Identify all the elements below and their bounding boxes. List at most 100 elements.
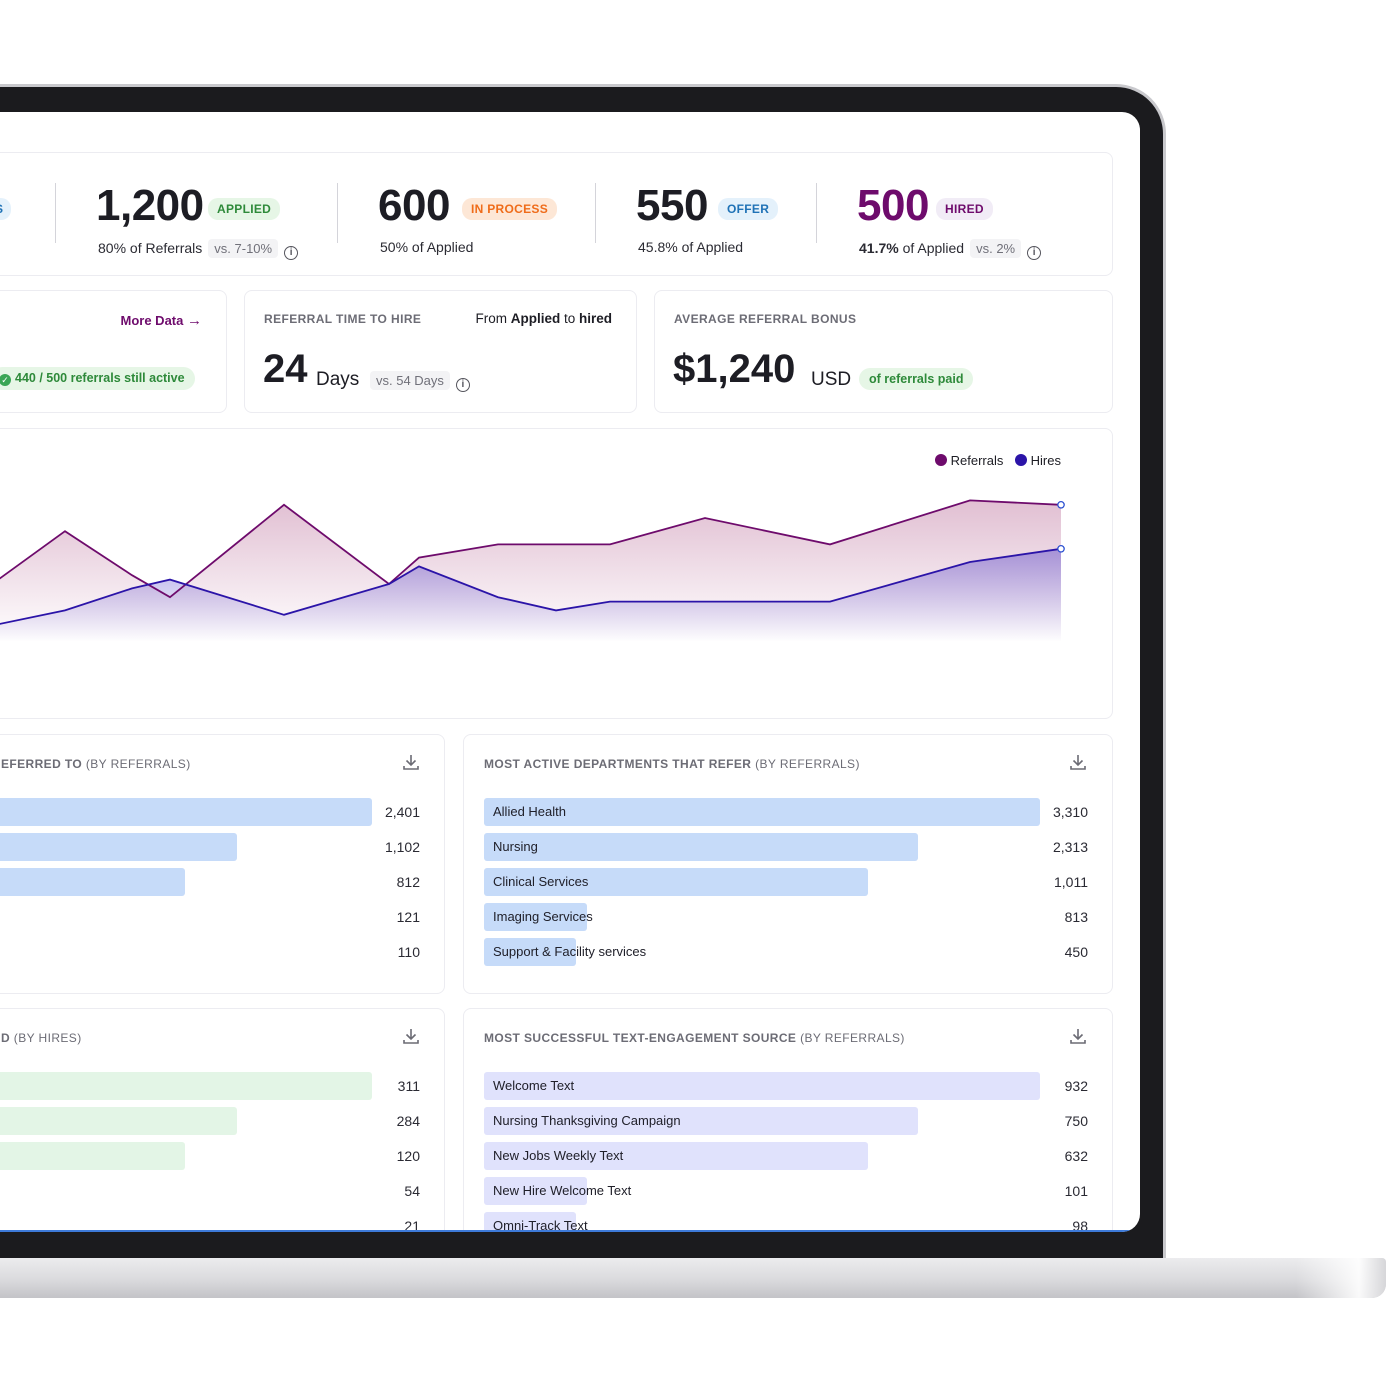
bar-label: New Jobs Weekly Text bbox=[493, 1148, 624, 1163]
info-icon[interactable]: i bbox=[284, 246, 299, 260]
bar-value: 121 bbox=[396, 909, 420, 925]
stat-value: 500 bbox=[857, 181, 929, 230]
panel-title-main: MOST ACTIVE DEPARTMENTS THAT REFER bbox=[484, 757, 752, 771]
stat-percent: 41.7% bbox=[859, 240, 899, 256]
comparison-chip: vs. 2% bbox=[970, 239, 1022, 258]
bonus-unit: USD bbox=[811, 369, 852, 390]
download-icon[interactable] bbox=[1068, 1026, 1088, 1046]
departments-panel: MOST ACTIVE DEPARTMENTS THAT REFER (BY R… bbox=[463, 734, 1113, 994]
panel-title-qualifier: (BY REFERRALS) bbox=[82, 757, 191, 771]
more-data-link[interactable]: More Data → bbox=[121, 312, 202, 329]
bar bbox=[484, 1177, 587, 1205]
bar-value: 3,310 bbox=[1052, 804, 1088, 820]
bar-value: 2,401 bbox=[384, 804, 420, 820]
stat-value: 550 bbox=[636, 181, 708, 230]
download-icon[interactable] bbox=[401, 752, 421, 772]
range-mid: to bbox=[560, 311, 579, 326]
bar bbox=[0, 1107, 237, 1135]
referrals-active-card: More Data → ✓ 440 / 500 referrals still a… bbox=[0, 290, 227, 413]
bar-label: Nursing Thanksgiving Campaign bbox=[493, 1113, 681, 1128]
bar-value: 450 bbox=[1064, 944, 1088, 960]
bar-label: Omni-Track Text bbox=[493, 1218, 588, 1232]
info-icon[interactable]: i bbox=[1027, 246, 1042, 260]
trend-chart-card bbox=[0, 428, 1113, 719]
status-badge: HIRED bbox=[936, 198, 993, 220]
legend-hires[interactable]: Hires bbox=[1030, 453, 1061, 468]
comparison-text: vs. 54 Days bbox=[370, 371, 450, 390]
bar bbox=[484, 938, 576, 966]
bonus-value: $1,240 bbox=[673, 347, 796, 391]
referred-to-panel: EFERRED TO (BY REFERRALS) 2,401 1,102 812 1… bbox=[0, 734, 445, 994]
referral-bonus-card: AVERAGE REFERRAL BONUS $1,240 USD of ref… bbox=[654, 290, 1113, 413]
dashboard-screen: S 1,200 APPLIED 80% of Referrals vs. 7-10… bbox=[0, 112, 1140, 1232]
download-icon[interactable] bbox=[1068, 752, 1088, 772]
bar bbox=[484, 1142, 868, 1170]
bar-value: 2,313 bbox=[1052, 839, 1088, 855]
time-to-hire-card: REFERRAL TIME TO HIRE From Applied to hi… bbox=[244, 290, 637, 413]
stat-subtext-label: 80% of Referrals bbox=[98, 240, 203, 256]
bar bbox=[484, 1212, 576, 1232]
bar-label: Support & Facility services bbox=[493, 944, 647, 959]
stat-subtext: 45.8% of Applied bbox=[638, 239, 744, 255]
bar bbox=[484, 1107, 918, 1135]
bar-label: Allied Health bbox=[493, 804, 566, 819]
bar bbox=[484, 1072, 1040, 1100]
active-referrals-badge: ✓ 440 / 500 referrals still active bbox=[0, 367, 195, 390]
bar bbox=[0, 798, 372, 826]
bonus-badge: of referrals paid bbox=[859, 368, 974, 390]
bar-value: 750 bbox=[1064, 1113, 1088, 1129]
comparison-chip: vs. 7-10% bbox=[208, 239, 279, 258]
panel-title-qualifier: (BY REFERRALS) bbox=[751, 757, 860, 771]
range-start: Applied bbox=[510, 311, 561, 326]
funnel-stats-card: S 1,200 APPLIED 80% of Referrals vs. 7-10… bbox=[0, 152, 1113, 276]
legend-referrals[interactable]: Referrals bbox=[950, 453, 1004, 468]
bar-value: 101 bbox=[1064, 1183, 1088, 1199]
download-icon[interactable] bbox=[401, 1026, 421, 1046]
bar-value: 21 bbox=[404, 1218, 420, 1232]
status-badge: IN PROCESS bbox=[462, 198, 558, 220]
bar bbox=[0, 868, 185, 896]
text-sources-panel: MOST SUCCESSFUL TEXT-ENGAGEMENT SOURCE (… bbox=[463, 1008, 1113, 1232]
bar-label: Imaging Services bbox=[493, 909, 593, 924]
panel-title: MOST ACTIVE DEPARTMENTS THAT REFER (BY R… bbox=[484, 757, 860, 771]
panel-title-main: MOST SUCCESSFUL TEXT-ENGAGEMENT SOURCE bbox=[484, 1031, 797, 1045]
divider bbox=[337, 183, 338, 243]
bar-value: 932 bbox=[1064, 1078, 1088, 1094]
status-badge: OFFER bbox=[718, 198, 779, 220]
bar-value: 632 bbox=[1064, 1148, 1088, 1164]
more-data-label: More Data bbox=[120, 313, 184, 328]
bar-value: 1,102 bbox=[384, 839, 420, 855]
legend-hires-dot bbox=[1015, 454, 1027, 466]
bar bbox=[484, 903, 587, 931]
bar-label: Nursing bbox=[493, 839, 538, 854]
check-circle-icon: ✓ bbox=[0, 374, 11, 386]
panel-title-main: D bbox=[1, 1031, 11, 1045]
panel-title: EFERRED TO (BY REFERRALS) bbox=[1, 757, 191, 771]
bar-value: 812 bbox=[396, 874, 420, 890]
bar-value: 311 bbox=[397, 1078, 420, 1094]
panel-title-qualifier: (BY REFERRALS) bbox=[796, 1031, 905, 1045]
status-badge: APPLIED bbox=[208, 198, 281, 220]
panel-title-qualifier: (BY HIRES) bbox=[10, 1031, 82, 1045]
bar-value: 98 bbox=[1072, 1218, 1088, 1232]
range-end: hired bbox=[578, 311, 612, 326]
hires-panel: D (BY HIRES) 311 284 120 54 21 bbox=[0, 1008, 445, 1232]
bar-label: Welcome Text bbox=[493, 1078, 575, 1093]
bar-value: 813 bbox=[1064, 909, 1088, 925]
range-prefix: From bbox=[475, 311, 511, 326]
bar bbox=[484, 798, 1040, 826]
chart-legend: Referrals Hires bbox=[935, 453, 1061, 468]
bottom-accent-line bbox=[0, 1230, 1140, 1232]
info-icon[interactable]: i bbox=[455, 378, 470, 392]
bar-label: New Hire Welcome Text bbox=[493, 1183, 632, 1198]
arrow-right-icon: → bbox=[187, 312, 202, 329]
bar-value: 1,011 bbox=[1054, 874, 1088, 890]
bar-label: Clinical Services bbox=[493, 874, 589, 889]
time-to-hire-unit: Days bbox=[316, 369, 360, 390]
stat-value: 600 bbox=[378, 181, 450, 230]
legend-referrals-dot bbox=[935, 454, 947, 466]
stat-subtext-label: of Applied bbox=[898, 240, 965, 256]
panel-title: MOST SUCCESSFUL TEXT-ENGAGEMENT SOURCE (… bbox=[484, 1031, 905, 1045]
card-title: REFERRAL TIME TO HIRE bbox=[264, 312, 422, 326]
bar-value: 110 bbox=[397, 944, 420, 960]
